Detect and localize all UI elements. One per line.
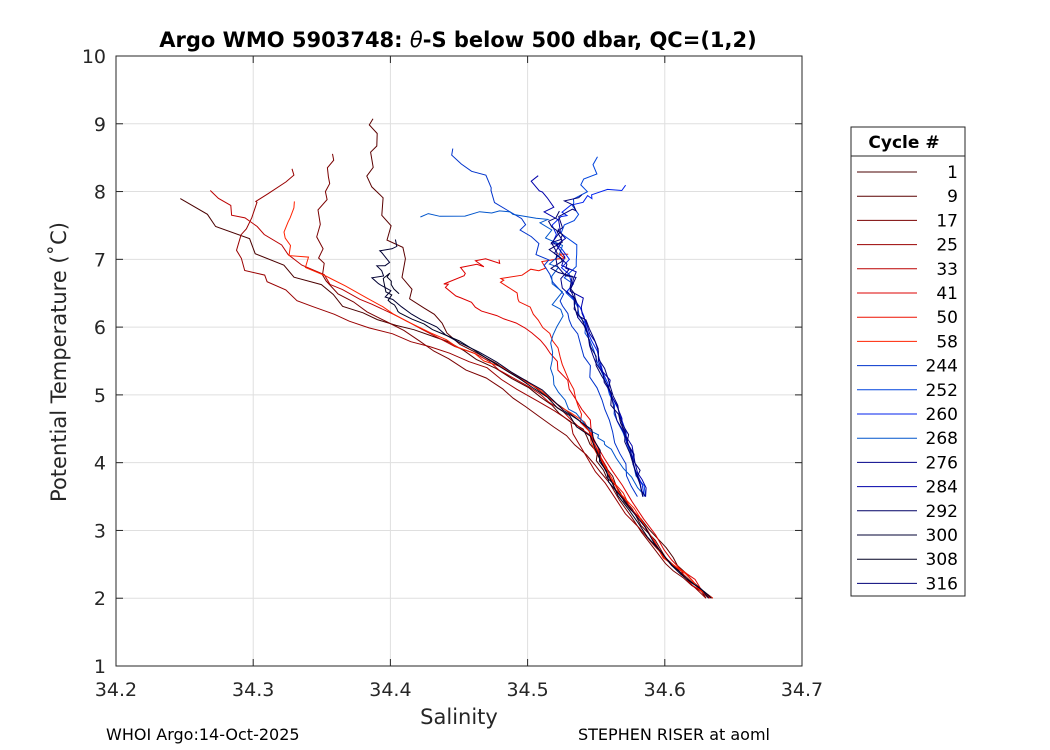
legend-title: Cycle # [868,133,939,153]
legend-label-cycle-268: 268 [926,429,958,449]
legend-label-cycle-292: 292 [926,502,958,522]
legend-label-cycle-9: 9 [947,187,958,207]
axis-ticks: 34.2 34.3 34.4 34.5 34.6 34.7 1 2 3 4 5 6 7 8 9 10 [82,46,823,701]
legend-label-cycle-276: 276 [926,453,958,473]
legend-label-cycle-252: 252 [926,381,958,401]
series-line-cycle-25 [235,168,707,599]
legend-label-cycle-41: 41 [936,284,958,304]
y-tick-label: 1 [94,656,106,678]
profile-traces [180,118,714,599]
y-tick-label: 9 [94,114,106,136]
series-line-cycle-300 [370,239,710,599]
grid-lines [116,56,802,666]
series-line-cycle-41 [443,258,712,599]
series-line-cycle-268 [420,210,646,497]
y-tick-label: 3 [94,520,106,542]
series-line-cycle-292 [547,210,644,497]
footer-right-credit: STEPHEN RISER at aoml [578,725,770,744]
series-line-cycle-308 [382,272,712,599]
y-tick-label: 8 [94,182,106,204]
y-tick-label: 4 [94,453,106,475]
series-line-cycle-244 [451,148,638,497]
x-tick-label: 34.2 [95,679,137,701]
x-tick-label: 34.6 [644,679,686,701]
series-line-cycle-17 [316,153,710,599]
legend-label-cycle-25: 25 [936,236,958,256]
legend-label-cycle-33: 33 [936,260,958,280]
chart-title: Argo WMO 5903748: θ-S below 500 dbar, QC… [159,28,756,52]
series-line-cycle-1 [180,198,714,599]
legend-label-cycle-58: 58 [936,332,958,352]
legend-label-cycle-260: 260 [926,405,958,425]
x-tick-label: 34.7 [781,679,823,701]
series-line-cycle-50 [499,253,711,599]
y-tick-label: 2 [94,588,106,610]
legend-label-cycle-1: 1 [947,163,958,183]
legend-label-cycle-308: 308 [926,550,958,570]
series-line-cycle-316 [550,194,647,497]
x-axis-label: Salinity [420,705,498,729]
legend-label-cycle-244: 244 [926,357,958,377]
series-line-cycle-33 [209,190,711,599]
plot-frame [115,55,803,667]
legend-label-cycle-50: 50 [936,308,958,328]
legend-label-cycle-17: 17 [936,211,958,231]
footer-left-credit: WHOI Argo:14-Oct-2025 [106,725,300,744]
legend-box [850,126,966,597]
x-tick-label: 34.5 [506,679,548,701]
x-tick-label: 34.3 [232,679,274,701]
legend-label-cycle-300: 300 [926,526,958,546]
series-line-cycle-9 [366,118,707,599]
y-axis-label: Potential Temperature (˚C) [47,222,71,502]
y-tick-label: 7 [94,249,106,271]
y-tick-label: 10 [82,46,106,68]
series-line-cycle-58 [283,201,714,599]
x-tick-label: 34.4 [369,679,411,701]
y-tick-label: 6 [94,317,106,339]
legend-items: 1 9 17 25 33 41 50 58 244 252 260 268 276 284 292 300 30… [857,163,958,594]
legend-label-cycle-284: 284 [926,478,958,498]
y-tick-label: 5 [94,385,106,407]
legend: Cycle # 1 9 17 25 33 41 50 58 244 252 260 268 276 284… [850,126,966,597]
legend-label-cycle-316: 316 [926,574,958,594]
